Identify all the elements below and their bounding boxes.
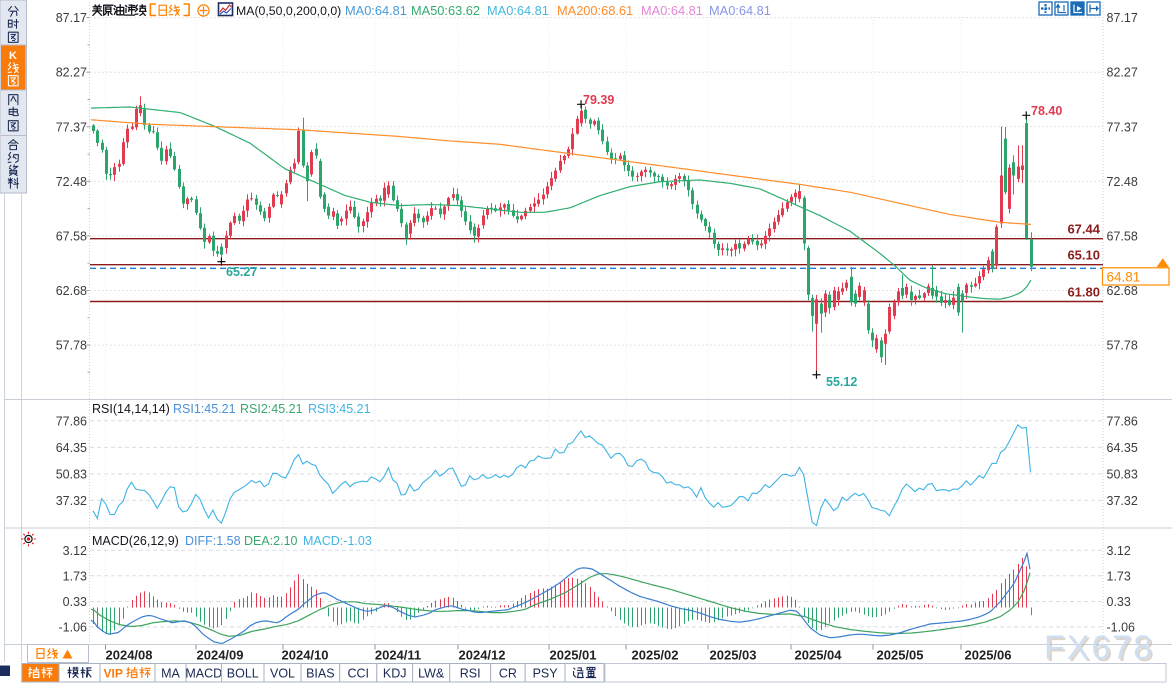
svg-text:MACD(26,12,9): MACD(26,12,9) [92,534,179,548]
svg-text:CR: CR [499,667,517,681]
svg-text:-1.06: -1.06 [1107,620,1136,634]
svg-text:MA0:64.81: MA0:64.81 [709,3,771,18]
svg-text:87.17: 87.17 [1107,11,1138,25]
svg-text:0.33: 0.33 [63,595,87,609]
svg-text:RSI: RSI [460,667,481,681]
svg-text:2024/11: 2024/11 [375,648,421,663]
svg-text:64.81: 64.81 [1107,269,1141,284]
svg-text:MACD: MACD [185,667,222,681]
svg-text:MA: MA [161,667,180,681]
svg-text:77.37: 77.37 [1107,120,1138,134]
svg-text:67.58: 67.58 [1107,229,1138,243]
svg-text:KDJ: KDJ [383,667,407,681]
svg-text:2025/06: 2025/06 [965,648,1012,663]
svg-text:57.78: 57.78 [56,339,87,353]
svg-text:FX678: FX678 [1046,631,1156,669]
svg-text:62.68: 62.68 [56,284,87,298]
svg-text:50.83: 50.83 [1107,467,1138,481]
svg-text:MACD:-1.03: MACD:-1.03 [303,534,372,548]
svg-text:VOL: VOL [270,667,295,681]
svg-text:72.48: 72.48 [56,175,87,189]
svg-text:77.86: 77.86 [56,414,87,428]
svg-text:57.78: 57.78 [1107,339,1138,353]
svg-text:2024/09: 2024/09 [197,648,244,663]
svg-text:BOLL: BOLL [227,667,259,681]
svg-text:87.17: 87.17 [56,11,87,25]
svg-text:82.27: 82.27 [1107,66,1138,80]
svg-text:MA0:64.81: MA0:64.81 [487,3,549,18]
svg-text:RSI(14,14,14): RSI(14,14,14) [92,402,170,416]
svg-text:MA200:68.61: MA200:68.61 [557,3,633,18]
svg-text:77.86: 77.86 [1107,414,1138,428]
svg-text:0.33: 0.33 [1107,595,1131,609]
svg-text:RSI2:45.21: RSI2:45.21 [240,402,303,416]
svg-text:1.73: 1.73 [1107,569,1131,583]
svg-text:61.80: 61.80 [1067,285,1100,300]
svg-text:78.40: 78.40 [1031,104,1062,118]
svg-text:MA0:64.81: MA0:64.81 [641,3,703,18]
svg-text:2024/12: 2024/12 [459,648,506,663]
svg-text:79.39: 79.39 [583,93,614,107]
svg-text:MA50:63.62: MA50:63.62 [411,3,480,18]
svg-text:CCI: CCI [347,667,369,681]
svg-text:VIP: VIP [104,667,123,681]
svg-text:RSI3:45.21: RSI3:45.21 [308,402,371,416]
svg-text:64.35: 64.35 [1107,441,1138,455]
svg-text:65.10: 65.10 [1067,248,1100,263]
svg-text:37.32: 37.32 [1107,494,1138,508]
svg-text:DIFF:1.58: DIFF:1.58 [185,534,241,548]
svg-text:2024/10: 2024/10 [282,648,329,663]
svg-text:LW&: LW& [418,667,445,681]
svg-text:-1.06: -1.06 [59,620,88,634]
svg-text:PSY: PSY [533,667,559,681]
svg-text:2025/03: 2025/03 [710,648,757,663]
svg-text:K: K [9,50,17,62]
svg-text:3.12: 3.12 [1107,544,1131,558]
svg-text:2025/04: 2025/04 [795,648,843,663]
svg-text:64.35: 64.35 [56,441,87,455]
svg-text:MA0:64.81: MA0:64.81 [345,3,407,18]
svg-text:2025/05: 2025/05 [877,648,924,663]
svg-text:62.68: 62.68 [1107,284,1138,298]
svg-text:55.12: 55.12 [826,375,857,389]
svg-text:2024/08: 2024/08 [106,648,153,663]
svg-text:RSI1:45.21: RSI1:45.21 [173,402,236,416]
svg-text:50.83: 50.83 [56,467,87,481]
svg-text:72.48: 72.48 [1107,175,1138,189]
svg-text:65.27: 65.27 [226,265,257,279]
svg-text:77.37: 77.37 [56,120,87,134]
svg-text:37.32: 37.32 [56,494,87,508]
svg-text:82.27: 82.27 [56,66,87,80]
svg-text:MA(0,50,0,200,0,0): MA(0,50,0,200,0,0) [236,4,341,18]
svg-text:1.73: 1.73 [63,569,87,583]
svg-text:DEA:2.10: DEA:2.10 [244,534,298,548]
svg-text:67.58: 67.58 [56,229,87,243]
svg-text:2025/02: 2025/02 [632,648,679,663]
svg-text:67.44: 67.44 [1067,222,1100,237]
svg-text:FX678: FX678 [1044,629,1154,667]
svg-text:BIAS: BIAS [306,667,335,681]
svg-text:3.12: 3.12 [63,544,87,558]
svg-text:2025/01: 2025/01 [550,648,597,663]
